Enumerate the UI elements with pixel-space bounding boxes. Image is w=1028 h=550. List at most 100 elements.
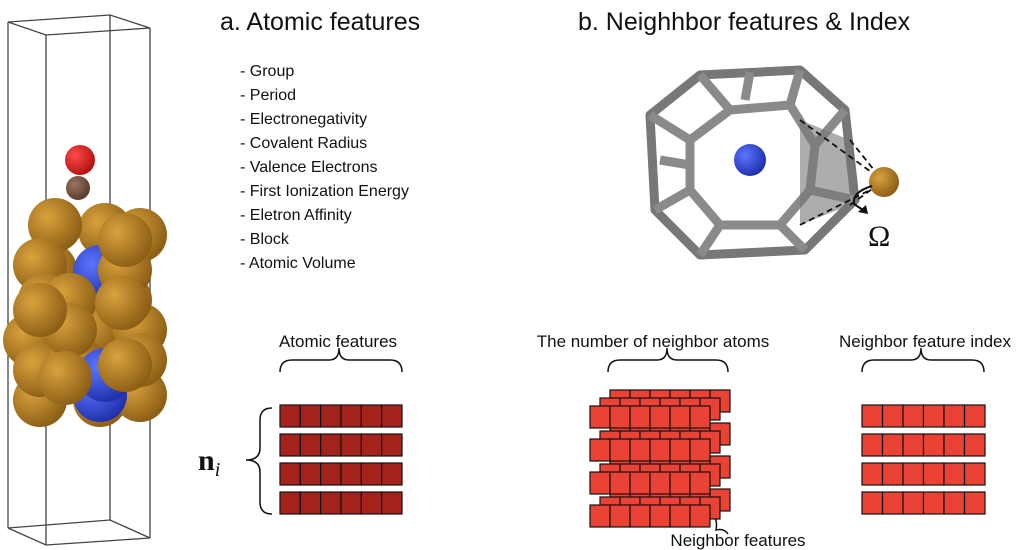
atom: [98, 338, 152, 392]
neighbor-atom: [869, 167, 899, 197]
cell: [382, 492, 402, 514]
brace: [608, 348, 728, 372]
cell: [944, 492, 965, 514]
cell: [862, 405, 883, 427]
cell: [650, 439, 670, 461]
feature: - Electronegativity: [240, 111, 367, 128]
index-label: Neighbor feature index: [839, 332, 1012, 351]
cell: [883, 434, 904, 456]
cell: [361, 434, 381, 456]
cell: [300, 463, 320, 485]
figure: a. Atomic features - Group - Period - Elec…: [0, 0, 1028, 550]
n-label: ni: [198, 444, 220, 481]
cell: [280, 463, 300, 485]
cell: [382, 463, 402, 485]
cell: [690, 505, 710, 527]
cell: [361, 405, 381, 427]
cell: [883, 463, 904, 485]
n-subscript: i: [215, 459, 221, 481]
cell: [590, 505, 610, 527]
feature: - Group: [240, 63, 294, 80]
feature: - Block: [240, 231, 290, 248]
cell: [630, 472, 650, 494]
cell: [321, 434, 341, 456]
cell: [321, 463, 341, 485]
cell: [965, 463, 986, 485]
cell: [862, 463, 883, 485]
brace: [862, 348, 984, 372]
cell: [944, 405, 965, 427]
cell: [903, 463, 924, 485]
cell: [944, 434, 965, 456]
cell: [341, 405, 361, 427]
cell: [650, 472, 670, 494]
cell: [924, 434, 945, 456]
center-atom: [734, 144, 766, 176]
cell: [610, 406, 630, 428]
cell: [862, 434, 883, 456]
atom: [38, 351, 92, 405]
cell: [280, 492, 300, 514]
cell: [630, 406, 650, 428]
atoms: [3, 145, 167, 427]
atom: [98, 213, 152, 267]
feature: - First Ionization Energy: [240, 183, 409, 200]
atom: [65, 145, 95, 175]
cell: [883, 492, 904, 514]
cell: [610, 472, 630, 494]
cell: [924, 463, 945, 485]
cell: [280, 434, 300, 456]
cell: [361, 492, 381, 514]
neighbor-features-label: Neighbor features: [670, 531, 805, 550]
cell: [903, 492, 924, 514]
cell: [630, 439, 650, 461]
cell: [650, 406, 670, 428]
atom: [95, 276, 149, 330]
cell: [280, 405, 300, 427]
cell: [321, 492, 341, 514]
cell: [300, 492, 320, 514]
matrices: [280, 390, 985, 527]
cell: [924, 492, 945, 514]
feature: - Period: [240, 87, 296, 104]
feature: - Covalent Radius: [240, 135, 367, 152]
arrow-head: [858, 205, 868, 214]
cell: [590, 439, 610, 461]
panel-a-title: a. Atomic features: [220, 8, 420, 36]
cell: [903, 434, 924, 456]
cell: [650, 505, 670, 527]
cell: [690, 472, 710, 494]
cell: [883, 405, 904, 427]
cell: [610, 439, 630, 461]
feature: - Atomic Volume: [240, 255, 356, 272]
cell: [862, 492, 883, 514]
cell: [670, 406, 690, 428]
cell: [300, 405, 320, 427]
cell: [300, 434, 320, 456]
cell: [610, 505, 630, 527]
cell: [590, 406, 610, 428]
feature: - Valence Electrons: [240, 159, 378, 176]
cell: [944, 463, 965, 485]
brace: [246, 408, 272, 514]
cell: [670, 505, 690, 527]
n-symbol: n: [198, 444, 215, 477]
cell: [382, 434, 402, 456]
cell: [590, 472, 610, 494]
cell: [670, 472, 690, 494]
cell: [924, 405, 945, 427]
cell: [903, 405, 924, 427]
feature: - Eletron Affinity: [240, 207, 352, 224]
cell: [341, 434, 361, 456]
cell: [965, 492, 986, 514]
neighbor-count-label: The number of neighbor atoms: [537, 332, 769, 351]
atom: [13, 283, 67, 337]
cell: [690, 439, 710, 461]
cell: [670, 439, 690, 461]
panel-b-title: b. Neighhbor features & Index: [578, 8, 911, 36]
cell: [965, 434, 986, 456]
cell: [341, 492, 361, 514]
cell: [361, 463, 381, 485]
feature-list: - Group - Period - Electronegativity - Cova…: [240, 63, 409, 272]
atom: [66, 176, 90, 200]
